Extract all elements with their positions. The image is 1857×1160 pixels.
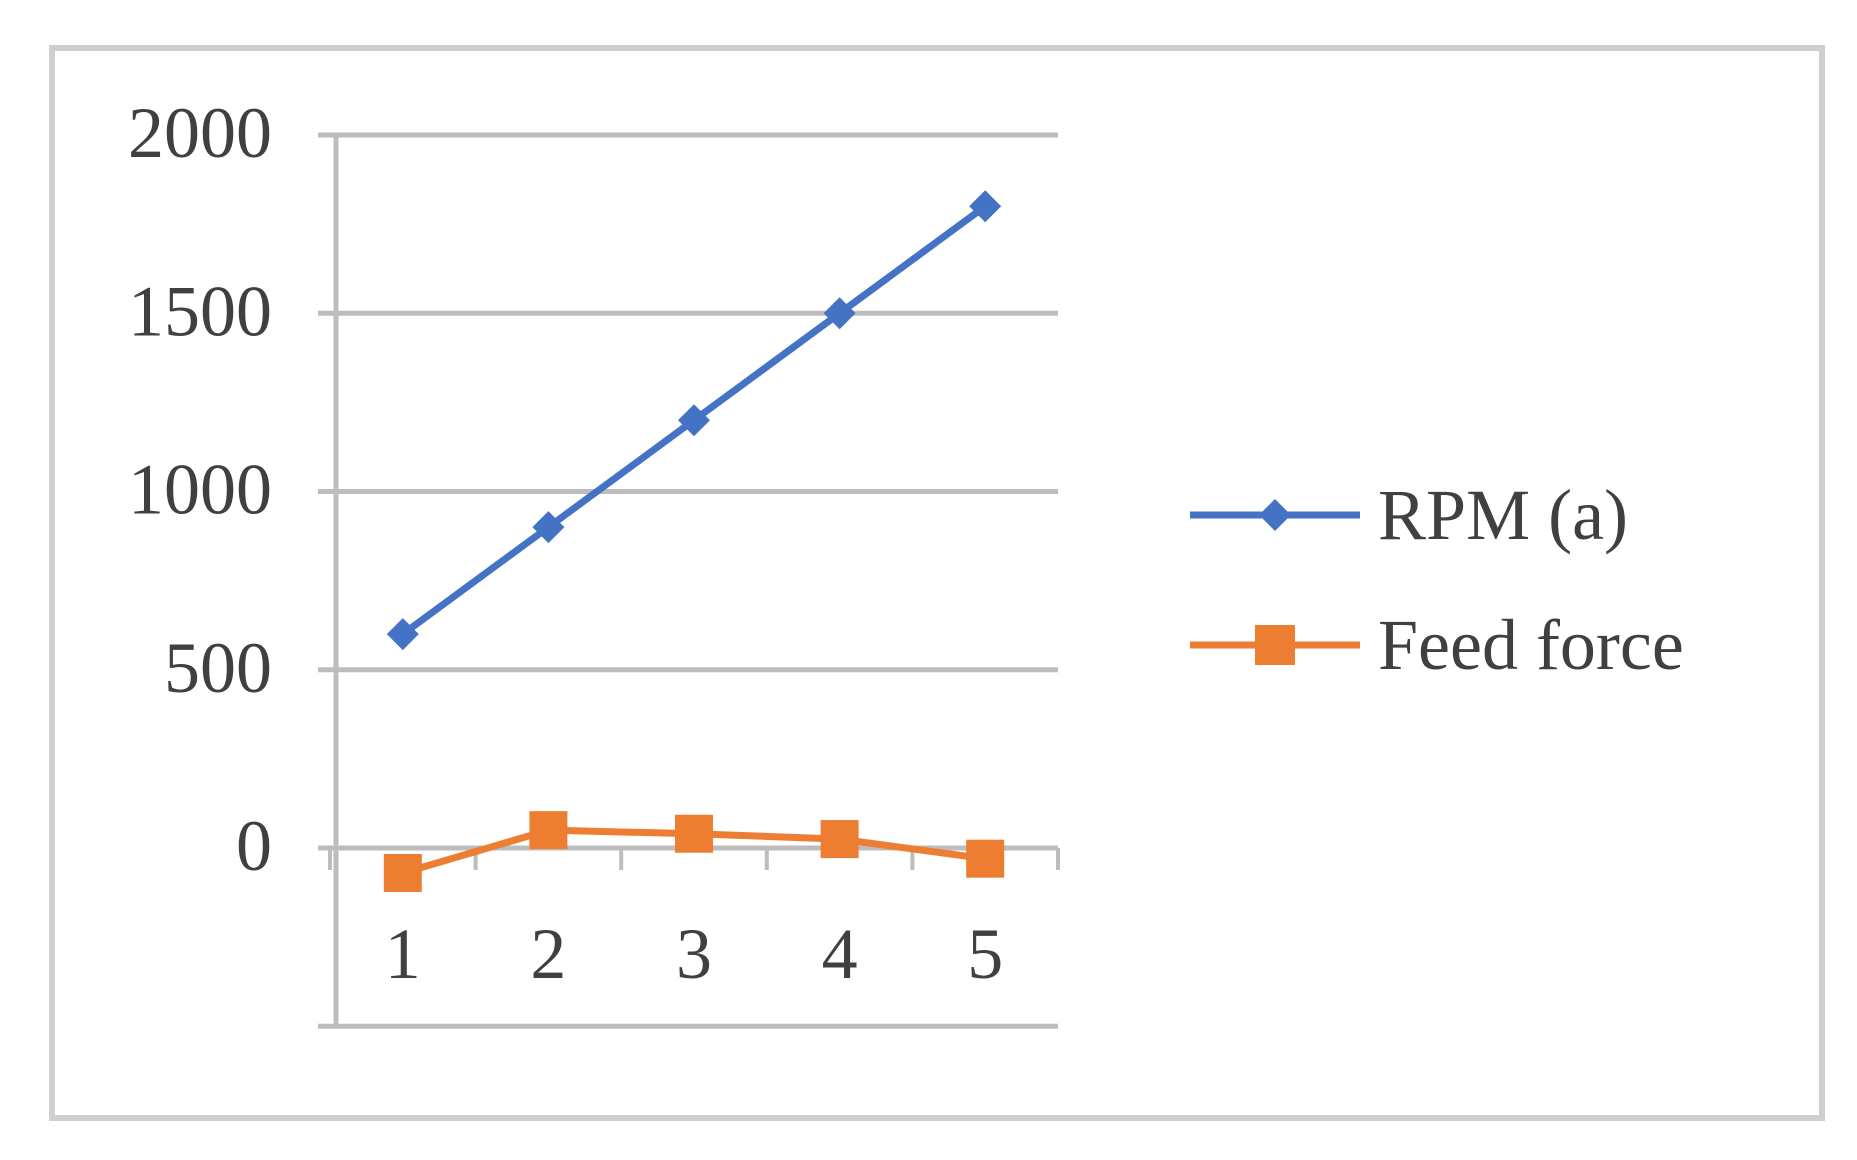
y-tick-label: 500 [164,628,272,708]
data-point-rpm-a [386,618,419,651]
data-point-feed-force [529,811,568,850]
x-tick-label: 2 [530,914,566,994]
data-point-feed-force [966,839,1005,878]
y-tick-label: 0 [236,806,272,886]
legend-marker-square-icon [1255,625,1295,665]
y-tick-label: 1500 [128,271,272,351]
x-tick-labels: 1 2 3 4 5 [385,914,1003,994]
legend-label: Feed force [1378,605,1684,685]
series-rpm-a [386,190,1002,651]
series-feed-force [383,811,1005,892]
series-plot [383,190,1005,892]
x-tick-label: 5 [967,914,1003,994]
x-tick-label: 1 [385,914,421,994]
data-point-rpm-a [969,190,1002,223]
x-tick-label: 4 [822,914,858,994]
data-point-feed-force [675,814,713,853]
data-point-rpm-a [823,297,856,330]
data-point-rpm-a [678,404,710,437]
legend-label: RPM (a) [1378,475,1628,555]
y-tick-label: 1000 [128,450,272,530]
x-tick-label: 3 [676,914,712,994]
legend: RPM (a) Feed force [1190,475,1684,685]
data-point-feed-force [820,820,859,859]
y-tick-label: 2000 [128,93,272,173]
data-point-feed-force [383,853,422,892]
y-tick-labels: 2000 1500 1000 500 0 [128,93,272,886]
chart-frame [49,45,1825,1121]
data-point-rpm-a [532,511,565,544]
legend-marker-diamond-icon [1259,499,1291,531]
legend-item-rpm-a: RPM (a) [1190,475,1628,555]
legend-item-feed-force: Feed force [1190,605,1684,685]
